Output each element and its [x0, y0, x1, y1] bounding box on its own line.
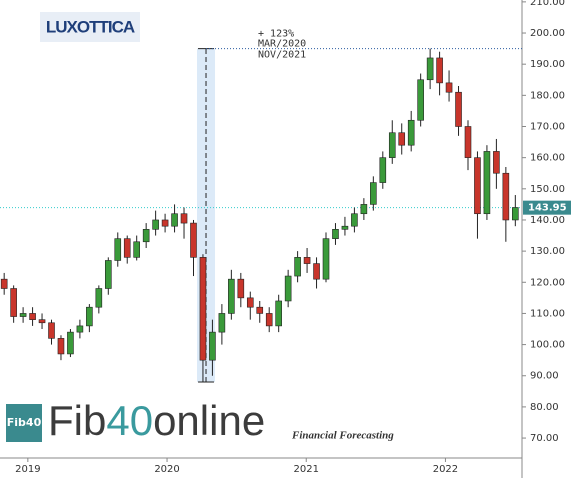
- candle-body: [180, 213, 188, 224]
- candle-body: [209, 331, 216, 361]
- candle-body: [284, 275, 292, 302]
- candle-body: [161, 219, 169, 227]
- candle-body: [313, 263, 320, 280]
- y-tick-label: 200.00: [530, 28, 565, 39]
- logo-part: 40: [106, 397, 153, 444]
- candle-body: [474, 157, 481, 215]
- candle-body: [133, 241, 140, 258]
- y-tick-label: 180.00: [530, 90, 565, 101]
- candle-body: [104, 260, 112, 289]
- candle-body: [360, 204, 368, 215]
- brand-box: [40, 12, 140, 42]
- annotation-text: MAR/2020: [258, 39, 306, 50]
- brand-logo: LUXOTTICA: [46, 17, 135, 36]
- candle-body: [0, 278, 8, 289]
- candle-body: [246, 297, 254, 308]
- badge-text: Fib40: [7, 416, 42, 429]
- candle-body: [502, 172, 510, 221]
- candle-body: [445, 82, 453, 93]
- badge: [6, 404, 42, 442]
- candle-body: [199, 257, 207, 361]
- candle-body: [426, 57, 434, 81]
- last-price-box: [523, 200, 571, 215]
- candle-body: [86, 306, 93, 327]
- candle-body: [38, 319, 46, 324]
- last-price-label: 143.95: [528, 203, 567, 214]
- candle-body: [218, 313, 226, 333]
- candle-body: [512, 207, 519, 221]
- candle-body: [114, 238, 122, 261]
- candle-body: [322, 238, 330, 280]
- candle-body: [76, 325, 84, 333]
- annotation-text: NOV/2021: [258, 50, 306, 61]
- candle-body: [48, 322, 55, 339]
- x-tick-label: 2020: [154, 464, 179, 475]
- candle-body: [407, 119, 415, 146]
- y-tick-label: 120.00: [530, 277, 565, 288]
- y-tick-label: 90.00: [530, 371, 559, 382]
- candle-body: [19, 313, 27, 317]
- y-tick-label: 80.00: [530, 402, 559, 413]
- candle-body: [341, 225, 349, 230]
- candle-body: [351, 213, 358, 227]
- candle-body: [152, 219, 159, 230]
- y-tick-label: 150.00: [530, 184, 565, 195]
- candle-body: [398, 132, 406, 146]
- candle-body: [228, 278, 235, 314]
- tagline: Financial Forecasting: [291, 430, 394, 442]
- candle-body: [388, 132, 396, 158]
- candle-body: [417, 79, 424, 121]
- y-tick-label: 130.00: [530, 246, 565, 257]
- candle-body: [265, 313, 273, 327]
- annotation-text: + 123%: [258, 29, 294, 40]
- candle-body: [294, 257, 301, 277]
- candle-body: [29, 313, 36, 320]
- candle-body: [237, 278, 245, 299]
- candle-body: [190, 222, 197, 258]
- y-tick-label: 190.00: [530, 59, 565, 70]
- y-tick-label: 70.00: [530, 433, 559, 444]
- candle-body: [464, 126, 472, 158]
- y-tick-label: 210.00: [530, 0, 565, 8]
- candle-body: [142, 229, 150, 243]
- candle-body: [171, 213, 178, 227]
- x-tick-label: 2022: [433, 464, 458, 475]
- candle-body: [256, 306, 264, 314]
- candle-body: [493, 151, 500, 174]
- logo-part: Fib: [48, 397, 106, 444]
- x-tick-label: 2019: [15, 464, 40, 475]
- candle-body: [379, 157, 387, 183]
- candle-body: [275, 300, 282, 327]
- candle-body: [483, 151, 491, 215]
- fib40-logo: Fib40online: [48, 397, 265, 444]
- y-tick-label: 100.00: [530, 340, 565, 351]
- candle-body: [370, 182, 377, 205]
- y-tick-label: 140.00: [530, 215, 565, 226]
- candle-body: [10, 288, 17, 317]
- candle-body: [67, 331, 74, 355]
- x-tick-label: 2021: [294, 464, 319, 475]
- candle-body: [123, 238, 131, 258]
- y-tick-label: 170.00: [530, 121, 565, 132]
- candle-body: [303, 257, 311, 264]
- candle-body: [436, 57, 443, 84]
- candle-body: [57, 338, 65, 355]
- y-tick-label: 110.00: [530, 308, 565, 319]
- y-tick-label: 160.00: [530, 153, 565, 164]
- candle-body: [455, 91, 462, 127]
- candle-body: [95, 288, 103, 308]
- logo-part: online: [153, 397, 265, 444]
- candle-body: [332, 229, 339, 239]
